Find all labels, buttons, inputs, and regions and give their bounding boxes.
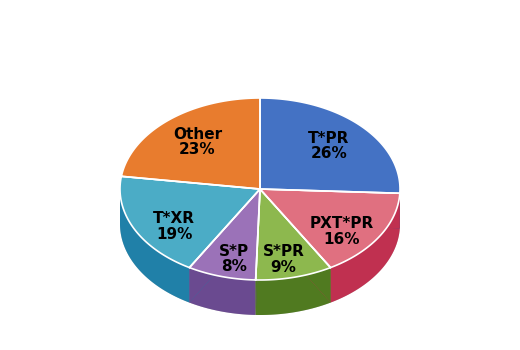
Polygon shape <box>189 189 260 280</box>
Text: T*PR: T*PR <box>308 131 349 146</box>
Polygon shape <box>260 189 400 228</box>
Text: 8%: 8% <box>221 259 246 274</box>
Text: PXT*PR: PXT*PR <box>309 216 373 231</box>
Polygon shape <box>260 189 331 302</box>
Polygon shape <box>256 189 260 315</box>
Text: T*XR: T*XR <box>153 211 196 226</box>
Polygon shape <box>260 189 331 302</box>
Text: 19%: 19% <box>156 227 192 242</box>
Text: 26%: 26% <box>310 147 347 161</box>
Text: 23%: 23% <box>179 142 216 158</box>
Polygon shape <box>260 189 400 228</box>
Text: 9%: 9% <box>270 260 296 275</box>
Polygon shape <box>256 189 260 315</box>
Polygon shape <box>260 98 400 193</box>
Polygon shape <box>121 98 260 189</box>
Text: 16%: 16% <box>323 232 360 247</box>
Polygon shape <box>260 189 400 267</box>
Polygon shape <box>256 189 331 280</box>
Polygon shape <box>120 188 189 302</box>
Polygon shape <box>331 193 400 302</box>
Text: Other: Other <box>173 127 222 142</box>
Polygon shape <box>189 267 256 315</box>
Polygon shape <box>256 267 331 315</box>
Polygon shape <box>120 176 260 267</box>
Text: S*P: S*P <box>218 244 249 259</box>
Polygon shape <box>189 189 260 302</box>
Text: S*PR: S*PR <box>263 244 304 259</box>
Polygon shape <box>189 189 260 302</box>
Polygon shape <box>120 133 400 315</box>
